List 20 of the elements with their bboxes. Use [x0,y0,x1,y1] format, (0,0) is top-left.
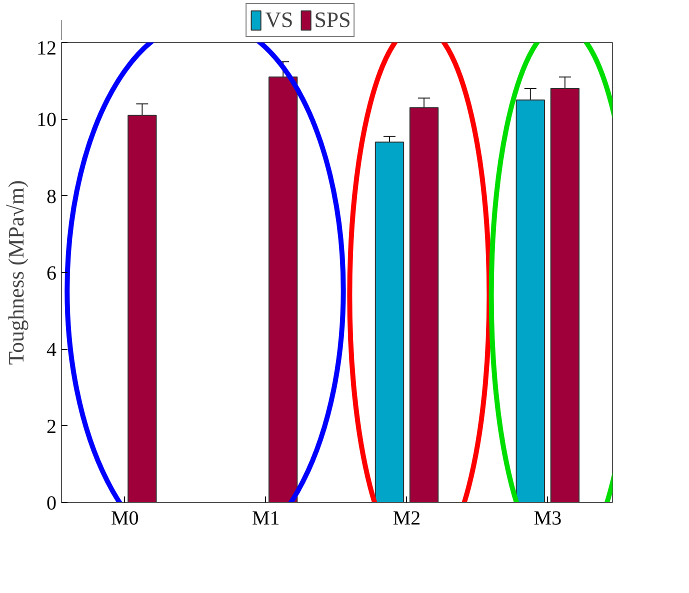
y-tick-label: 2 [46,416,56,438]
y-axis-title: Toughness (MPa√m) [4,180,28,365]
y-tick-label: 10 [36,109,56,132]
bar [128,114,157,502]
y-tick-label: 12 [36,38,56,60]
y-tick-label: 4 [46,339,56,362]
y-tick-label: 0 [46,492,56,514]
bar [550,88,580,502]
bar [374,142,404,502]
x-tick-label: M0 [111,508,139,530]
y-tick-label: 6 [46,262,56,284]
x-tick-label: M1 [252,508,280,530]
legend-label: VS [265,7,294,33]
bar [409,107,439,502]
legend-label: SPS [314,7,351,33]
x-tick-label: M3 [534,508,562,530]
bar [268,76,298,502]
x-tick-label: M2 [392,508,421,530]
y-tick-label: 8 [46,186,56,208]
bar [516,100,546,502]
